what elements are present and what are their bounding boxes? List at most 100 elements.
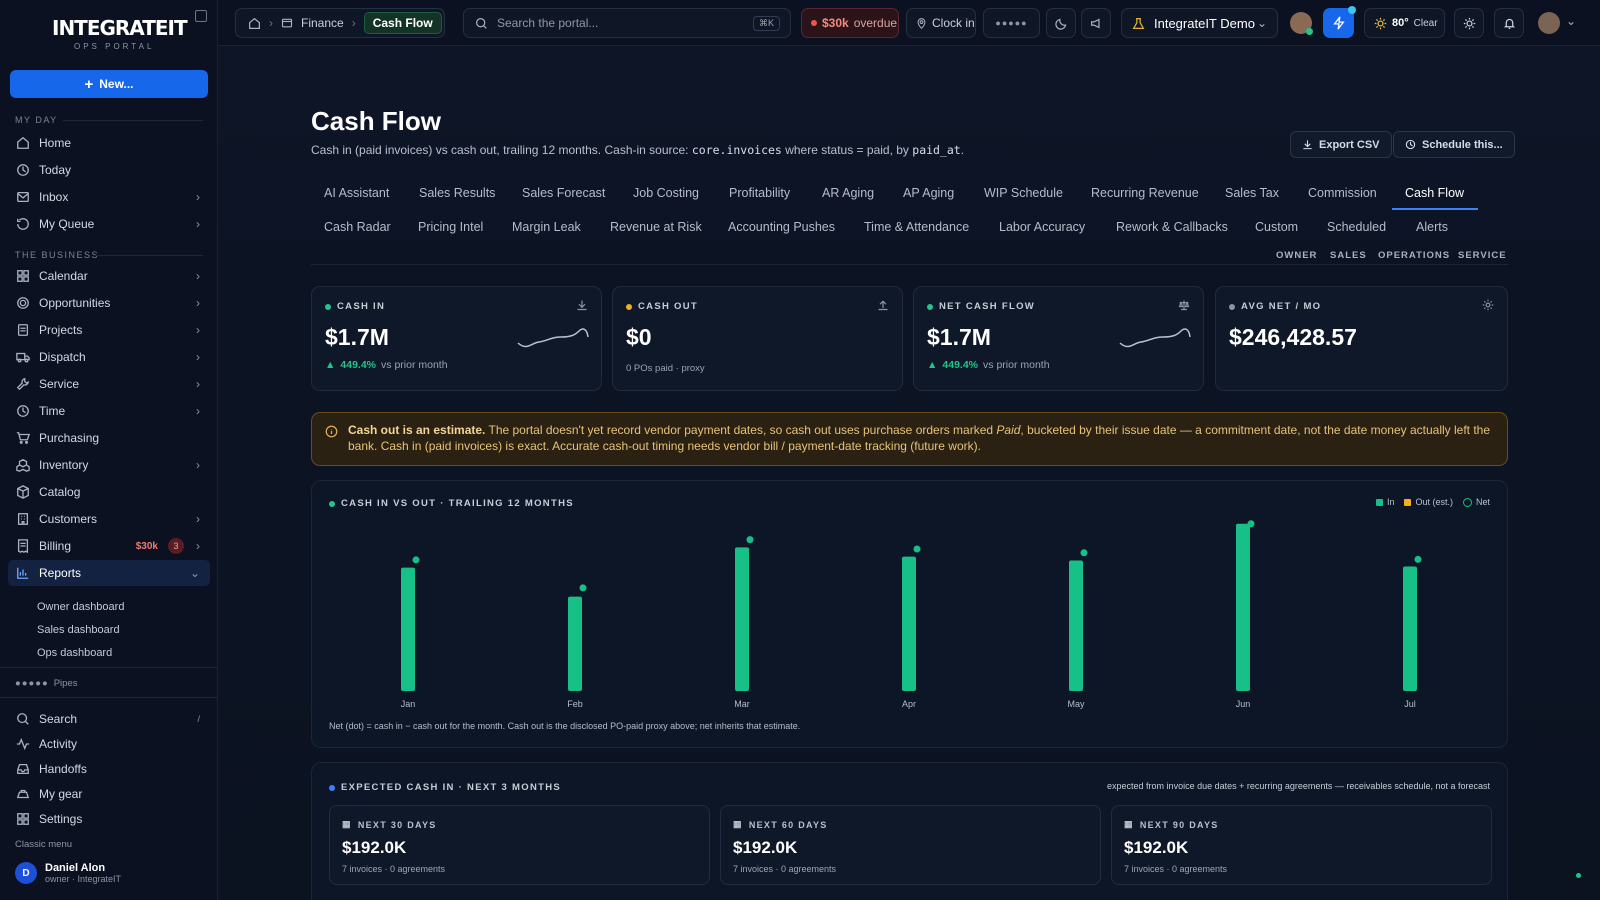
net-dot-apr[interactable] [913,545,921,553]
role-filter-service[interactable]: SERVICE [1458,250,1507,261]
nav-search[interactable]: Search / [8,706,210,732]
bar-in-may[interactable] [1069,560,1083,691]
tab-sales-tax[interactable]: Sales Tax [1225,186,1279,200]
net-dot-jul[interactable] [1414,555,1422,563]
role-filter-operations[interactable]: OPERATIONS [1378,250,1451,261]
scale-icon[interactable] [1178,299,1190,311]
weather-widget[interactable]: 80° Clear [1364,8,1445,38]
legend-in[interactable]: In [1375,497,1394,507]
overdue-badge[interactable]: $30k overdue [801,8,899,38]
upload-icon[interactable] [877,299,889,311]
role-filter-owner[interactable]: OWNER [1276,250,1318,261]
legend-net[interactable]: Net [1462,497,1490,507]
bell-icon[interactable] [1494,8,1524,38]
bar-in-jun[interactable] [1236,523,1250,691]
pipes-toggle[interactable]: ●●●●● Pipes [15,678,78,689]
bolt-button[interactable] [1323,6,1356,38]
chevron-down-icon[interactable]: ⌄ [1566,14,1577,28]
tab-rework-callbacks[interactable]: Rework & Callbacks [1116,220,1228,234]
nav-my-queue[interactable]: My Queue › [8,211,210,237]
nav-purchasing[interactable]: Purchasing [8,425,210,451]
net-dot-jan[interactable] [412,556,420,564]
tab-revenue-at-risk[interactable]: Revenue at Risk [610,220,702,234]
tab-ar-aging[interactable]: AR Aging [822,186,875,200]
net-dot-may[interactable] [1080,549,1088,557]
nav-customers[interactable]: Customers › [8,506,210,532]
sidebar-collapse-icon[interactable] [195,10,207,22]
classic-menu-link[interactable]: Classic menu [15,839,73,850]
nav-reports[interactable]: Reports ⌄ [8,560,210,586]
nav-home[interactable]: Home [8,130,210,156]
tab-ai-assistant[interactable]: AI Assistant [324,186,390,200]
tab-sales-results[interactable]: Sales Results [419,186,496,200]
nav-my-gear[interactable]: My gear [8,781,210,807]
tab-recurring-revenue[interactable]: Recurring Revenue [1091,186,1199,200]
nav-today[interactable]: Today [8,157,210,183]
status-dot [329,784,335,791]
bar-in-mar[interactable] [735,547,749,691]
home-icon[interactable] [248,17,261,30]
nav-billing[interactable]: Billing $30k 3 › [8,533,210,559]
chart-footnote: Net (dot) = cash in − cash out for the m… [329,721,801,731]
brightness-icon[interactable] [1454,8,1484,38]
nav-activity[interactable]: Activity [8,731,210,757]
nav-service[interactable]: Service › [8,371,210,397]
tab-wip-schedule[interactable]: WIP Schedule [984,186,1063,200]
nav-handoffs[interactable]: Handoffs [8,756,210,782]
net-dot-jun[interactable] [1247,520,1255,528]
nav-inbox[interactable]: Inbox › [8,184,210,210]
nav-opportunities[interactable]: Opportunities › [8,290,210,316]
dots-menu-icon[interactable]: ●●●●● [983,8,1040,38]
workspace-selector[interactable]: IntegrateIT Demo ⌄ [1121,8,1278,38]
bar-in-jan[interactable] [401,567,415,691]
download-icon[interactable] [576,299,588,311]
billing-amount: $30k [135,540,158,552]
tab-ap-aging[interactable]: AP Aging [903,186,955,200]
search-input[interactable]: Search the portal... ⌘K [463,8,791,38]
tab-cash-radar[interactable]: Cash Radar [324,220,391,234]
nav-sub-owner-dashboard[interactable]: Owner dashboard [37,601,125,613]
profile-avatar[interactable] [1538,12,1560,34]
tab-commission[interactable]: Commission [1308,186,1377,200]
tab-margin-leak[interactable]: Margin Leak [512,220,581,234]
role-filter-sales[interactable]: SALES [1330,250,1367,261]
nav-inventory[interactable]: Inventory › [8,452,210,478]
bar-in-feb[interactable] [568,596,582,691]
tab-time-attendance[interactable]: Time & Attendance [864,220,970,234]
tab-alerts[interactable]: Alerts [1416,220,1448,234]
export-csv-button[interactable]: Export CSV [1290,131,1392,158]
nav-projects[interactable]: Projects › [8,317,210,343]
brand-logo[interactable]: INTEGRATEIT [52,16,188,40]
net-dot-feb[interactable] [579,584,587,592]
gear-icon[interactable] [1482,299,1494,311]
tab-accounting-pushes[interactable]: Accounting Pushes [728,220,836,234]
tab-profitability[interactable]: Profitability [729,186,791,200]
new-button[interactable]: + New... [10,70,208,98]
breadcrumb-cash-flow[interactable]: Cash Flow [363,12,442,34]
tab-custom[interactable]: Custom [1255,220,1299,234]
tab-sales-forecast[interactable]: Sales Forecast [522,186,606,200]
clock-in-button[interactable]: Clock in [906,8,976,38]
tab-job-costing[interactable]: Job Costing [633,186,700,200]
moon-icon[interactable] [1046,8,1076,38]
bar-in-apr[interactable] [902,556,916,691]
user-profile[interactable]: D Daniel Alon owner · IntegrateIT [15,862,121,884]
nav-catalog[interactable]: Catalog [8,479,210,505]
tab-cash-flow[interactable]: Cash Flow [1405,186,1465,200]
tab-pricing-intel[interactable]: Pricing Intel [418,220,484,234]
nav-settings[interactable]: Settings [8,806,210,832]
nav-dispatch[interactable]: Dispatch › [8,344,210,370]
legend-out[interactable]: Out (est.) [1404,497,1453,507]
breadcrumb-finance[interactable]: Finance [301,16,344,30]
tab-scheduled[interactable]: Scheduled [1327,220,1387,234]
nav-sub-sales-dashboard[interactable]: Sales dashboard [37,624,120,636]
bar-in-jul[interactable] [1403,566,1417,691]
schedule-button[interactable]: Schedule this... [1393,131,1515,158]
megaphone-icon[interactable] [1081,8,1111,38]
tab-labor-accuracy[interactable]: Labor Accuracy [999,220,1086,234]
avatar[interactable] [1290,12,1313,35]
net-dot-mar[interactable] [746,536,754,544]
nav-calendar[interactable]: Calendar › [8,263,210,289]
nav-sub-ops-dashboard[interactable]: Ops dashboard [37,647,113,659]
nav-time[interactable]: Time › [8,398,210,424]
